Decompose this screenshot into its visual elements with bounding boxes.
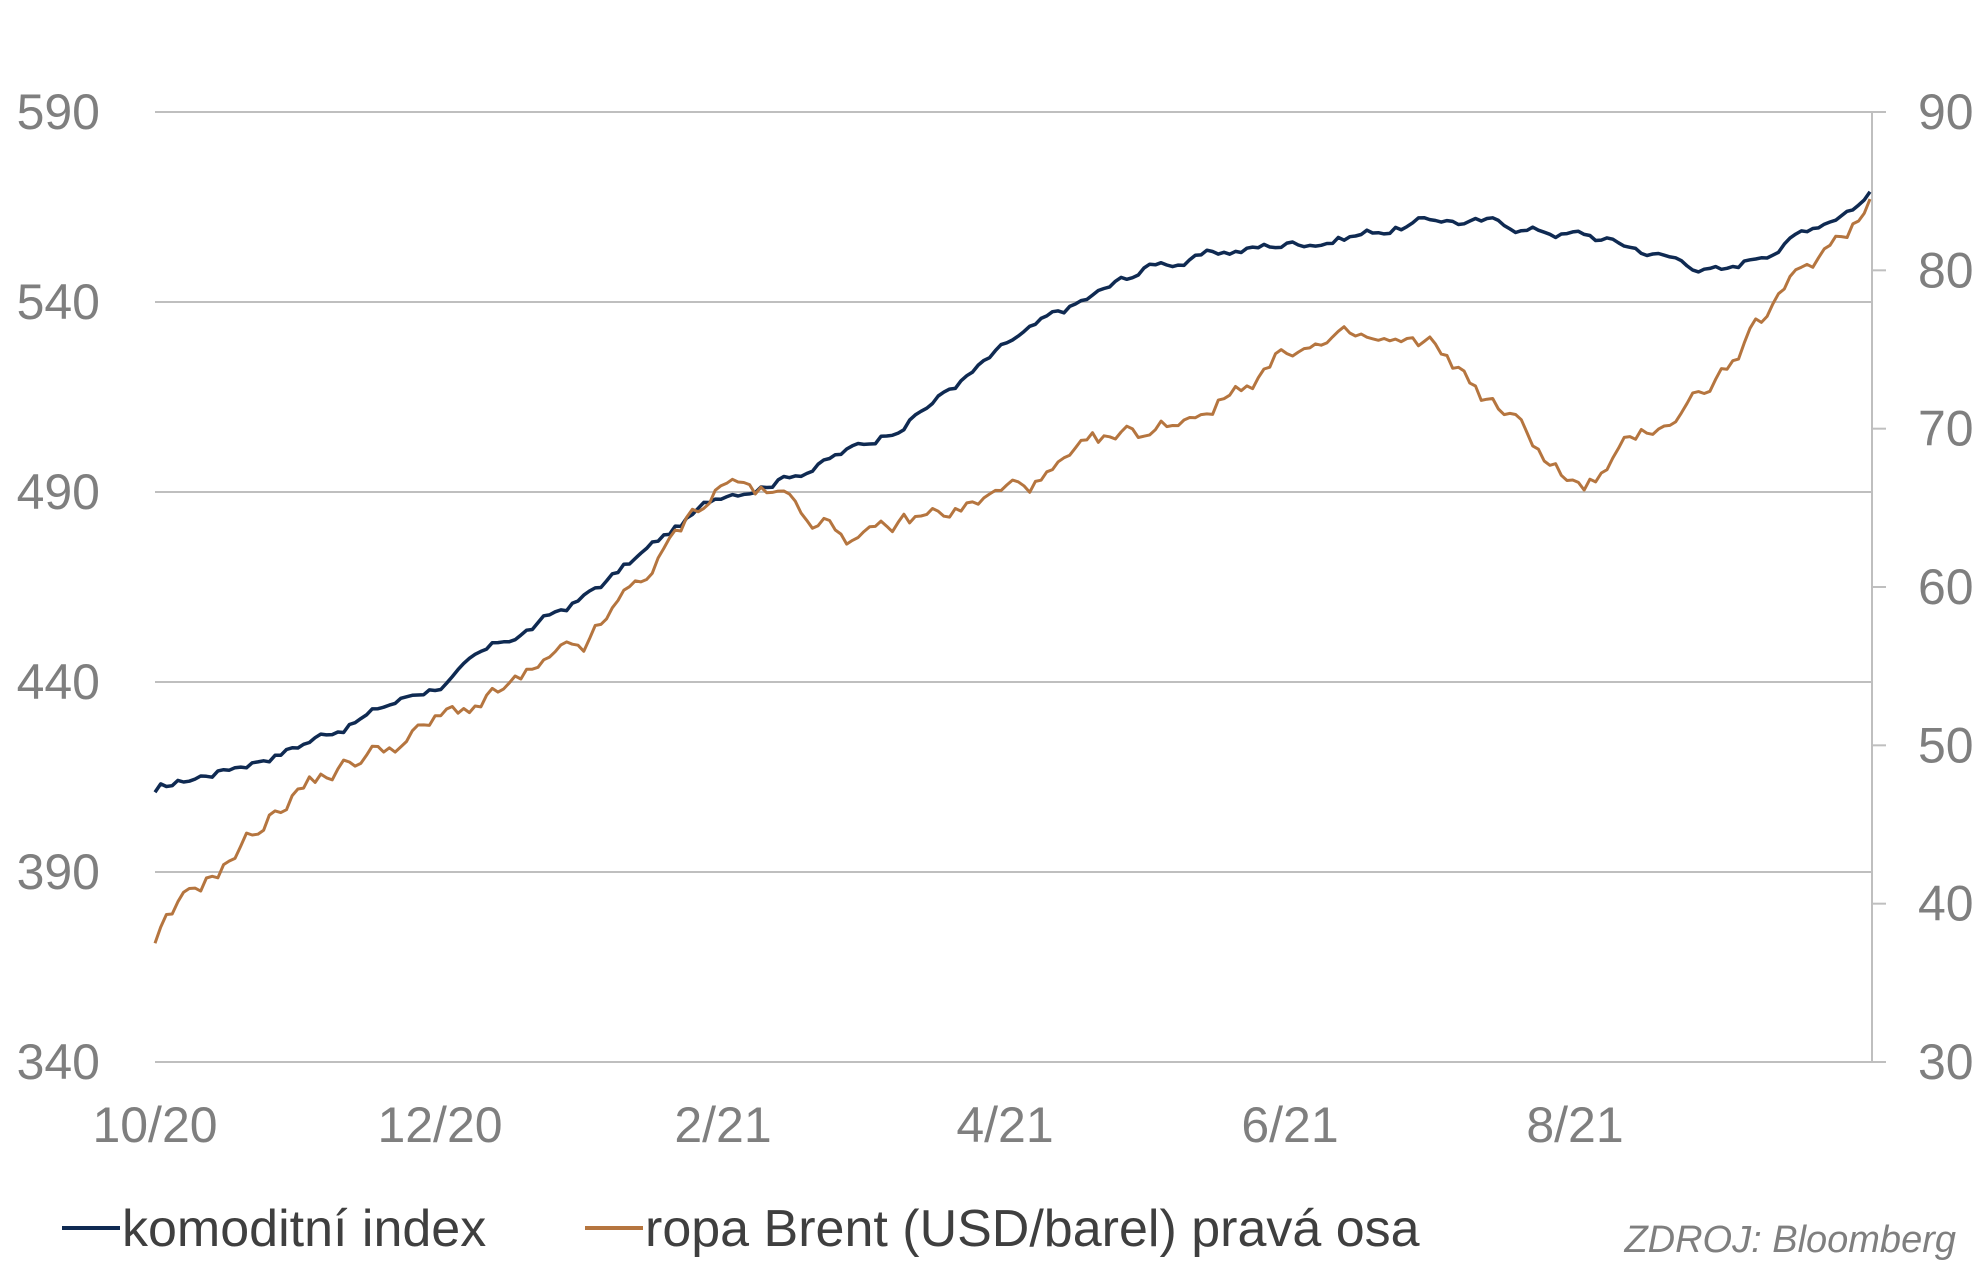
x-tick-label: 6/21: [1241, 1097, 1338, 1153]
left-tick-label: 490: [17, 464, 100, 520]
source-note: ZDROJ: Bloomberg: [1623, 1219, 1956, 1261]
x-tick-label: 4/21: [956, 1097, 1053, 1153]
right-tick-label: 70: [1918, 401, 1974, 457]
series-line-brent: [153, 198, 1872, 944]
left-tick-label: 440: [17, 654, 100, 710]
right-tick-label: 50: [1918, 717, 1974, 773]
x-tick-label: 2/21: [674, 1097, 771, 1153]
legend-label: ropa Brent (USD/barel) pravá osa: [645, 1200, 1420, 1258]
right-tick-label: 30: [1918, 1034, 1974, 1090]
x-tick-label: 12/20: [377, 1097, 502, 1153]
right-axis-tick-marks: [1872, 111, 1886, 1063]
left-tick-label: 590: [17, 84, 100, 140]
legend-label: komoditní index: [122, 1200, 486, 1258]
right-tick-label: 90: [1918, 84, 1974, 140]
series-line-commodity-index: [153, 190, 1872, 794]
x-axis-ticks: 10/20 12/20 2/21 4/21 6/21 8/21: [92, 1097, 1623, 1153]
right-tick-label: 60: [1918, 559, 1974, 615]
right-tick-label: 40: [1918, 876, 1974, 932]
x-tick-label: 10/20: [92, 1097, 217, 1153]
right-axis-ticks: 30 40 50 60 70 80 90: [1918, 84, 1974, 1090]
left-tick-label: 390: [17, 844, 100, 900]
gridlines: [155, 111, 1872, 1063]
left-tick-label: 340: [17, 1034, 100, 1090]
left-tick-label: 540: [17, 274, 100, 330]
right-tick-label: 80: [1918, 242, 1974, 298]
left-axis-ticks: 340 390 440 490 540 590: [17, 84, 100, 1090]
legend: komoditní index ropa Brent (USD/barel) pr…: [62, 1200, 1420, 1258]
series-lines: [153, 190, 1872, 944]
x-tick-label: 8/21: [1526, 1097, 1623, 1153]
